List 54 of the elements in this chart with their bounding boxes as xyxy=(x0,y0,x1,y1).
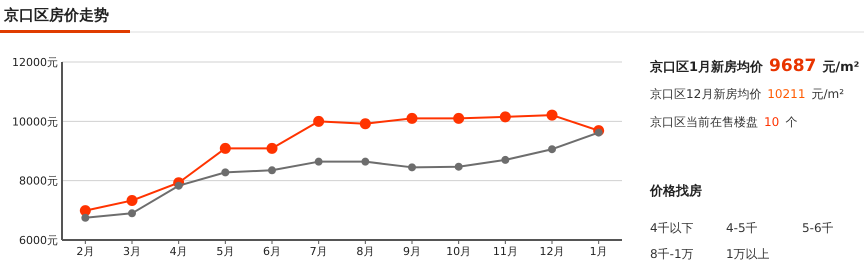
point xyxy=(81,214,90,222)
point xyxy=(80,205,91,216)
x-tick-label: 7月 xyxy=(310,245,328,258)
x-tick-label: 6月 xyxy=(263,245,281,258)
y-tick-label: 6000元 xyxy=(19,234,58,247)
text: 8千-1万 xyxy=(650,246,694,263)
x-tick-label: 10月 xyxy=(446,245,472,258)
x-tick-label: 9月 xyxy=(403,245,421,258)
point xyxy=(594,128,603,137)
point xyxy=(500,111,511,122)
point xyxy=(174,182,183,190)
x-tick-label: 11月 xyxy=(492,245,518,258)
text: 10 xyxy=(764,115,780,129)
text: 元/m² xyxy=(811,87,844,101)
x-tick-label: 12月 xyxy=(540,245,564,258)
text: 个 xyxy=(785,115,798,129)
text: 京口区1月新房均价 xyxy=(650,60,764,75)
point xyxy=(266,142,278,154)
text: 5-6千 xyxy=(802,220,834,237)
point xyxy=(361,158,370,166)
text: 价格找房 xyxy=(650,182,702,200)
point xyxy=(128,209,136,218)
y-tick-label: 12000元 xyxy=(12,56,58,69)
text: 京口区12月新房均价 xyxy=(650,87,762,101)
point xyxy=(220,142,231,154)
chart-title: 京口区房价走势 xyxy=(3,6,109,24)
x-tick-label: 5月 xyxy=(216,245,234,258)
point xyxy=(360,118,371,130)
point xyxy=(268,166,276,174)
x-tick-label: 1月 xyxy=(590,245,608,258)
text: 9687 xyxy=(769,56,816,76)
x-tick-label: 2月 xyxy=(76,245,94,258)
point xyxy=(314,158,323,166)
point xyxy=(126,195,138,206)
text: 1万以上 xyxy=(726,246,770,263)
point xyxy=(501,156,510,164)
text: 10211 xyxy=(767,87,806,101)
point xyxy=(408,163,416,172)
x-tick-label: 3月 xyxy=(123,245,141,258)
y-tick-label: 10000元 xyxy=(12,115,58,128)
point xyxy=(221,168,230,176)
text: 京口区当前在售楼盘 xyxy=(650,115,758,129)
point xyxy=(548,145,556,154)
point xyxy=(546,110,558,121)
text: 4千以下 xyxy=(650,220,694,237)
point xyxy=(454,162,463,171)
point xyxy=(453,112,464,124)
x-tick-label: 8月 xyxy=(356,245,374,258)
text: 元/m² xyxy=(822,60,860,75)
point xyxy=(313,116,324,127)
x-tick-label: 4月 xyxy=(170,245,188,258)
point xyxy=(406,112,418,124)
y-tick-label: 8000元 xyxy=(19,174,58,188)
text: 4-5千 xyxy=(726,220,758,237)
